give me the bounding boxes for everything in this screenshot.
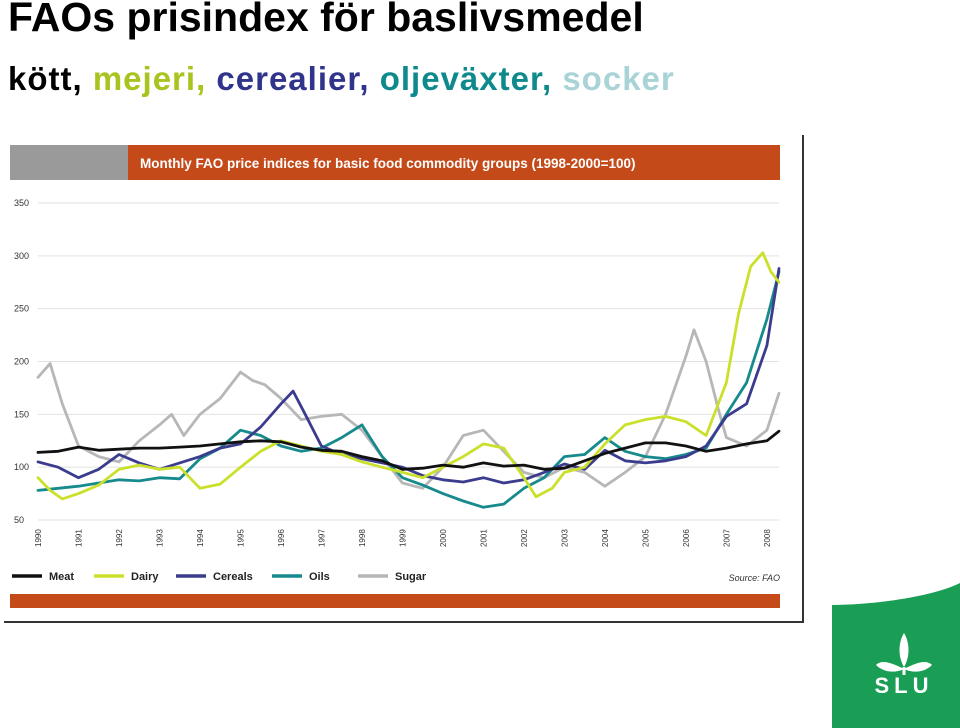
- y-tick-label: 200: [14, 357, 29, 367]
- x-tick-label: 1997: [317, 529, 326, 547]
- x-tick-label: 2002: [520, 529, 529, 547]
- legend-label-meat: Meat: [49, 571, 74, 583]
- subtitle-part-mejeri: mejeri,: [92, 60, 217, 97]
- slu-logo-emblem: [876, 633, 932, 675]
- slu-logo-text: SLU: [875, 673, 934, 698]
- chart-title: Monthly FAO price indices for basic food…: [140, 156, 636, 171]
- x-tick-label: 2007: [722, 529, 731, 547]
- legend-label-dairy: Dairy: [131, 571, 159, 583]
- y-tick-label: 100: [14, 462, 29, 472]
- x-tick-label: 1995: [236, 529, 245, 547]
- chart-source: Source: FAO: [729, 573, 780, 583]
- chart-footer-bar: [10, 594, 780, 608]
- y-tick-label: 350: [14, 198, 29, 208]
- x-tick-label: 1998: [358, 529, 367, 547]
- chart-frame: Monthly FAO price indices for basic food…: [4, 135, 804, 623]
- y-tick-label: 300: [14, 251, 29, 261]
- price-index-chart: Monthly FAO price indices for basic food…: [10, 145, 781, 608]
- x-tick-label: 2005: [641, 529, 650, 547]
- series-line-oils: [36, 270, 781, 509]
- slide-title: FAOs prisindex för baslivsmedel: [8, 0, 644, 40]
- x-tick-label: 1992: [115, 529, 124, 547]
- legend: Meat Dairy Cereals Oils Sugar: [12, 571, 427, 583]
- x-tick-label: 2006: [682, 529, 691, 547]
- y-tick-label: 50: [14, 515, 24, 525]
- chart-title-bar: [128, 145, 780, 180]
- slide-subtitle: kött, mejeri, cerealier, oljeväxter, soc…: [8, 60, 675, 98]
- series-line-meat: [36, 429, 781, 471]
- series-line-sugar: [36, 328, 781, 490]
- subtitle-part-socker: socker: [562, 60, 675, 97]
- x-tick-label: 2000: [439, 529, 448, 547]
- y-tick-label: 150: [14, 409, 29, 419]
- x-tick-label: 1996: [277, 529, 286, 547]
- x-tick-label: 1990: [34, 529, 43, 547]
- x-tick-label: 2008: [763, 529, 772, 547]
- x-tick-label: 1991: [74, 529, 83, 547]
- chart-header-gray: [10, 145, 128, 180]
- x-axis: 1990 1991 1992 1993 1994 1995 1996 1997 1998 1999…: [34, 529, 772, 547]
- subtitle-part-oljevaxter: oljeväxter,: [379, 60, 563, 97]
- legend-label-sugar: Sugar: [395, 571, 427, 583]
- y-tick-label: 250: [14, 304, 29, 314]
- grid-layer: [38, 202, 779, 521]
- series-line-dairy: [36, 251, 781, 501]
- x-tick-label: 2003: [560, 529, 569, 547]
- y-axis: 50 100 150 200 250 300 350: [14, 198, 29, 525]
- series-line-cereals: [36, 267, 781, 485]
- subtitle-part-kott: kött,: [8, 60, 93, 97]
- x-tick-label: 1999: [398, 529, 407, 547]
- x-tick-label: 2004: [601, 529, 610, 547]
- legend-label-oils: Oils: [309, 571, 330, 583]
- series-layer: [36, 251, 781, 509]
- subtitle-part-cerealier: cerealier,: [216, 60, 380, 97]
- legend-label-cereals: Cereals: [213, 571, 253, 583]
- slu-logo-shape: [832, 583, 960, 728]
- x-tick-label: 1994: [196, 529, 205, 547]
- slu-logo: SLU: [832, 583, 960, 728]
- x-tick-label: 2001: [479, 529, 488, 547]
- x-tick-label: 1993: [155, 529, 164, 547]
